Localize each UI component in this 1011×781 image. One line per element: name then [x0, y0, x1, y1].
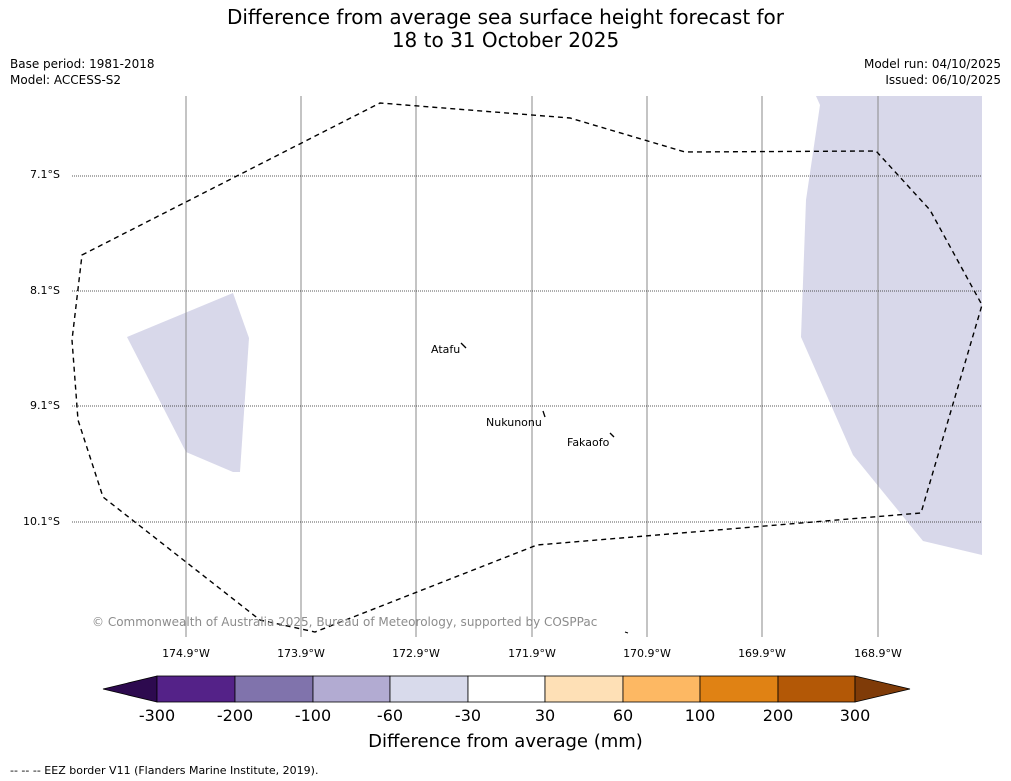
lon-label: 170.9°W — [623, 647, 671, 660]
place-label-nukunonu: Nukunonu — [486, 416, 542, 429]
colorbar-segment — [544, 675, 624, 703]
colorbar-tick: 100 — [684, 706, 716, 725]
meridian-lines — [185, 96, 879, 637]
colorbar-tick: -300 — [138, 706, 176, 725]
meta-right: Model run: 04/10/2025 Issued: 06/10/2025 — [864, 56, 1001, 88]
colorbar-tick: 300 — [839, 706, 871, 725]
base-period: Base period: 1981-2018 — [10, 57, 155, 71]
issued-date: Issued: 06/10/2025 — [885, 73, 1001, 87]
atafu-island-shape — [460, 342, 467, 349]
title-line-1: Difference from average sea surface heig… — [226, 5, 785, 29]
colorbar-tick: 30 — [534, 706, 556, 725]
colorbar-under-arrow — [102, 675, 158, 703]
colorbar-segment — [622, 675, 701, 703]
lat-label: 10.1°S — [23, 515, 60, 528]
colorbar-segment — [312, 675, 391, 703]
colorbar-tick: 200 — [762, 706, 794, 725]
nukunonu-island-shape — [542, 410, 546, 418]
lat-label: 9.1°S — [30, 399, 60, 412]
colorbar-tick: -100 — [294, 706, 332, 725]
colorbar-segment — [699, 675, 779, 703]
colorbar-segment — [777, 675, 856, 703]
colorbar-segment — [389, 675, 469, 703]
colorbar-tick: 60 — [612, 706, 634, 725]
eez-legend-note: -- -- -- EEZ border V11 (Flanders Marine… — [10, 764, 319, 777]
place-label-fakaofo: Fakaofo — [567, 436, 610, 449]
colorbar-over-arrow — [854, 675, 911, 703]
title-line-2: 18 to 31 October 2025 — [391, 28, 620, 52]
parallel-lines — [72, 175, 982, 523]
colorbar-segment — [234, 675, 314, 703]
meta-left: Base period: 1981-2018 Model: ACCESS-S2 — [10, 56, 155, 88]
colorbar-segment — [467, 675, 546, 703]
anomaly-region-east — [801, 96, 982, 555]
lon-label: 168.9°W — [854, 647, 902, 660]
colorbar-label: Difference from average (mm) — [368, 731, 643, 752]
lat-label: 7.1°S — [30, 168, 60, 181]
fakaofo-island-shape — [609, 432, 615, 438]
place-label-atafu: Atafu — [431, 343, 461, 356]
model-name: Model: ACCESS-S2 — [10, 73, 122, 87]
colorbar-tick: -200 — [216, 706, 254, 725]
model-run: Model run: 04/10/2025 — [863, 57, 1001, 71]
copyright-notice: © Commonwealth of Australia 2025, Bureau… — [92, 615, 598, 629]
colorbar-tick: -30 — [454, 706, 482, 725]
colorbar-tick: -60 — [376, 706, 404, 725]
lon-label: 174.9°W — [162, 647, 210, 660]
lon-label: 171.9°W — [508, 647, 556, 660]
colorbar-segment — [156, 675, 236, 703]
tiny-marker-shape — [624, 631, 629, 634]
lat-label: 8.1°S — [30, 284, 60, 297]
lon-label: 169.9°W — [738, 647, 786, 660]
chart-title: Difference from average sea surface heig… — [0, 6, 1011, 52]
lon-label: 173.9°W — [277, 647, 325, 660]
colorbar — [102, 675, 911, 703]
lon-label: 172.9°W — [392, 647, 440, 660]
anomaly-region-west — [127, 293, 249, 472]
